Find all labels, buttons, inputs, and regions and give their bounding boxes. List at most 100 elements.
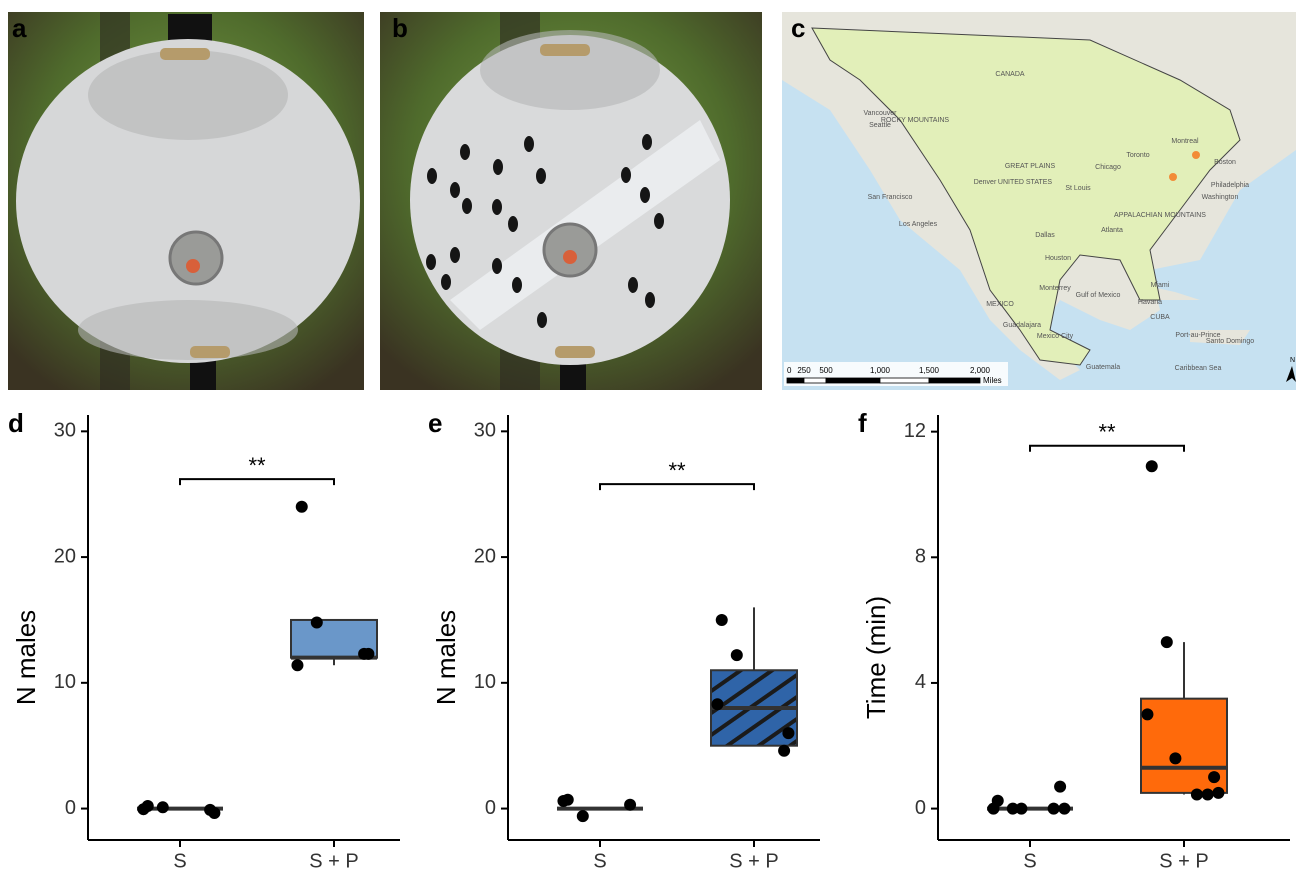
data-point bbox=[1058, 803, 1070, 815]
map-label: Monterrey bbox=[1039, 285, 1071, 292]
x-tick-label: S bbox=[173, 850, 186, 872]
scale-bar bbox=[929, 378, 980, 383]
y-tick-label: 10 bbox=[54, 671, 76, 693]
map-label: GREAT PLAINS bbox=[1005, 163, 1056, 170]
map-label: Guadalajara bbox=[1003, 322, 1041, 329]
scale-bar bbox=[804, 378, 826, 383]
map-label: Houston bbox=[1045, 255, 1071, 262]
map-label: APPALACHIAN MOUNTAINS bbox=[1114, 212, 1206, 219]
map-label: CUBA bbox=[1150, 314, 1170, 321]
map-label: Havana bbox=[1138, 299, 1162, 306]
data-point bbox=[1212, 787, 1224, 799]
y-axis-label: Time (min) bbox=[861, 596, 891, 719]
y-axis-label: N males bbox=[11, 610, 41, 705]
scale-unit: Miles bbox=[983, 376, 1002, 385]
map-label: Vancouver bbox=[864, 110, 898, 117]
y-tick-label: 20 bbox=[474, 545, 496, 567]
data-point bbox=[296, 501, 308, 513]
data-point bbox=[782, 727, 794, 739]
data-point bbox=[362, 648, 374, 660]
x-tick-label: S bbox=[1023, 850, 1036, 872]
map-label: Boston bbox=[1214, 159, 1236, 166]
map-label: Gulf of Mexico bbox=[1076, 292, 1121, 299]
map-label: Chicago bbox=[1095, 164, 1121, 171]
scale-label: 0 bbox=[787, 366, 792, 375]
data-point bbox=[311, 616, 323, 628]
y-tick-label: 10 bbox=[474, 671, 496, 693]
significance-bracket bbox=[1030, 446, 1184, 452]
data-point bbox=[987, 803, 999, 815]
data-point bbox=[1169, 752, 1181, 764]
north-label: N bbox=[1290, 357, 1295, 364]
photo-b bbox=[380, 12, 762, 390]
photo-a bbox=[8, 12, 364, 390]
y-tick-label: 20 bbox=[54, 545, 76, 567]
map-label: CANADA bbox=[995, 71, 1025, 78]
significance-bracket bbox=[600, 484, 754, 490]
data-point bbox=[711, 698, 723, 710]
significance-label: ** bbox=[1098, 420, 1116, 445]
scale-bar bbox=[880, 378, 929, 383]
data-point bbox=[1015, 803, 1027, 815]
data-point bbox=[577, 810, 589, 822]
scale-label: 1,000 bbox=[870, 366, 891, 375]
data-point bbox=[1161, 636, 1173, 648]
panel-label: c bbox=[791, 13, 805, 43]
map-label: Santo Domingo bbox=[1206, 338, 1254, 345]
data-point bbox=[137, 803, 149, 815]
panel-label: f bbox=[858, 408, 867, 438]
map-label: Montreal bbox=[1171, 138, 1199, 145]
figure: 0 250 500 1,000 1,500 2,000Miles CANADA UNITED… bbox=[0, 0, 1296, 872]
data-point bbox=[731, 649, 743, 661]
map-label: San Francisco bbox=[868, 194, 913, 201]
data-point bbox=[1141, 708, 1153, 720]
map-label: St Louis bbox=[1065, 185, 1091, 192]
x-tick-label: S + P bbox=[309, 850, 358, 872]
y-tick-label: 30 bbox=[474, 420, 496, 442]
data-point bbox=[1054, 781, 1066, 793]
map-label: Philadelphia bbox=[1211, 182, 1249, 189]
panel-label: e bbox=[428, 408, 442, 438]
map-label: UNITED STATES bbox=[998, 179, 1053, 186]
scale-label: 1,500 bbox=[919, 366, 940, 375]
map-label: Toronto bbox=[1126, 152, 1149, 159]
data-point bbox=[778, 745, 790, 757]
y-tick-label: 0 bbox=[915, 797, 926, 819]
panel-label: a bbox=[12, 13, 27, 43]
data-point bbox=[1146, 460, 1158, 472]
data-point bbox=[291, 659, 303, 671]
scale-label: 500 bbox=[819, 366, 833, 375]
scale-bar bbox=[826, 378, 880, 383]
map-label: Miami bbox=[1151, 282, 1170, 289]
data-point bbox=[1048, 803, 1060, 815]
y-tick-label: 0 bbox=[485, 797, 496, 819]
scale-label: 250 bbox=[797, 366, 811, 375]
map-label: Atlanta bbox=[1101, 227, 1123, 234]
scale-label: 2,000 bbox=[970, 366, 991, 375]
significance-bracket bbox=[180, 479, 334, 485]
map-label: Seattle bbox=[869, 122, 891, 129]
map-label: Washington bbox=[1202, 194, 1239, 201]
map-label: Guatemala bbox=[1086, 364, 1120, 371]
map-label: MEXICO bbox=[986, 301, 1014, 308]
map-label: Caribbean Sea bbox=[1175, 365, 1222, 372]
data-point bbox=[1191, 788, 1203, 800]
y-axis-label: N males bbox=[431, 610, 461, 705]
y-tick-label: 30 bbox=[54, 420, 76, 442]
map-label: Mexico City bbox=[1037, 333, 1074, 340]
data-point bbox=[1208, 771, 1220, 783]
map-label: ROCKY MOUNTAINS bbox=[881, 117, 950, 124]
map-label: Dallas bbox=[1035, 232, 1055, 239]
y-tick-label: 0 bbox=[65, 797, 76, 819]
significance-label: ** bbox=[248, 453, 266, 478]
y-tick-label: 8 bbox=[915, 546, 926, 568]
map-label: Los Angeles bbox=[899, 221, 938, 228]
data-point bbox=[557, 795, 569, 807]
map-label: Denver bbox=[974, 179, 997, 186]
panel-label: d bbox=[8, 408, 24, 438]
y-tick-label: 12 bbox=[904, 420, 926, 442]
scale-bar bbox=[787, 378, 804, 383]
x-tick-label: S + P bbox=[1159, 850, 1208, 872]
significance-label: ** bbox=[668, 458, 686, 483]
